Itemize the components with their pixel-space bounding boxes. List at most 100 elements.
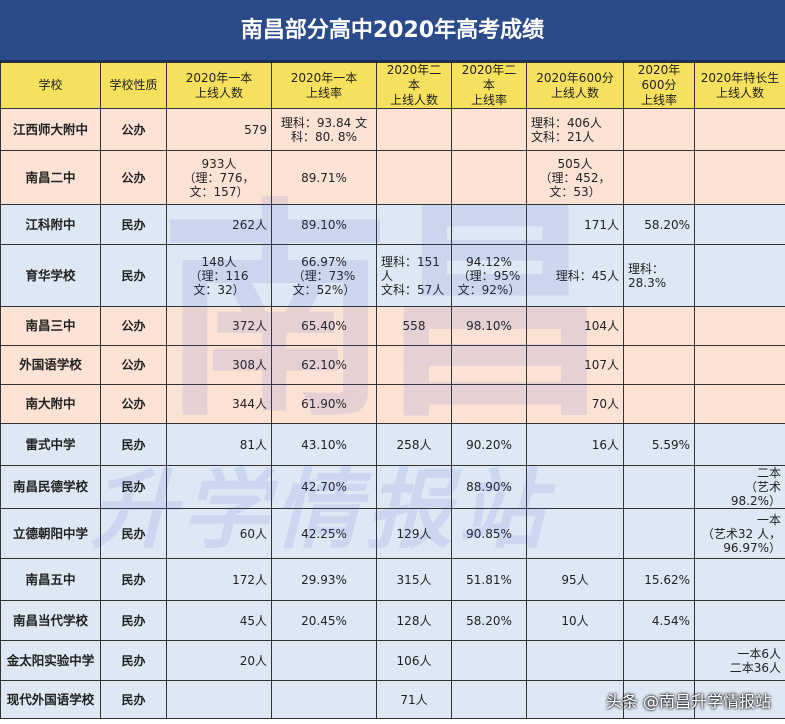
cell-line: 10人 <box>561 613 589 628</box>
column-header-5: 2020年二本 上线率 <box>451 62 527 109</box>
table-row: 金太阳实验中学 民办 20人 106人 一本6人 二本36人 <box>0 640 785 681</box>
data-cell: 129人 <box>376 508 452 559</box>
cell-line: 理科：93.84 文 <box>280 115 368 130</box>
cell-line: 42.70% <box>301 480 347 494</box>
table-row: 江西师大附中 公办 579 理科：93.84 文科：80. 8% 理科：406人 文科：2… <box>0 108 785 151</box>
data-cell: 88.90% <box>451 465 527 509</box>
table-row: 现代外国语学校 民办 71人 <box>0 680 785 719</box>
data-cell <box>623 680 695 719</box>
school-type: 民办 <box>100 465 167 509</box>
cell-line: 96.97%） <box>723 540 781 555</box>
data-cell: 128人 <box>376 600 452 641</box>
cell-line: 理科：45人 <box>555 268 619 283</box>
cell-line: 90.85% <box>466 526 512 541</box>
school-type: 公办 <box>100 345 167 385</box>
cell-line: 60人 <box>239 526 267 541</box>
table-row: 南昌三中 公办 372人 65.40% 558 98.10% 104人 <box>0 306 785 346</box>
data-cell <box>451 150 527 205</box>
data-cell: 90.20% <box>451 423 527 466</box>
data-cell <box>526 640 624 681</box>
data-cell: 372人 <box>166 306 272 346</box>
data-cell: 43.10% <box>271 423 377 466</box>
column-header-line: 上线率 <box>640 93 677 107</box>
cell-line: 89.10% <box>301 217 347 232</box>
data-cell <box>623 465 695 509</box>
cell-line: （理：776， <box>183 170 255 185</box>
data-cell: 51.81% <box>451 558 527 601</box>
column-header-line: 上线人数 <box>715 85 764 100</box>
table-row: 南昌民德学校 民办 42.70% 88.90% 二本 （艺术 98.2%） <box>0 465 785 509</box>
data-cell <box>376 108 452 151</box>
column-header-4: 2020年二本 上线人数 <box>376 62 452 109</box>
data-cell <box>623 150 695 205</box>
cell-line: 15.62% <box>644 572 690 587</box>
data-cell <box>694 306 785 346</box>
data-cell: 一本 （艺术32 人， 96.97%） <box>694 508 785 559</box>
data-cell <box>451 108 527 151</box>
data-cell: 4.54% <box>623 600 695 641</box>
cell-line: （艺术32 人， <box>701 526 781 541</box>
cell-line: 20.45% <box>301 613 347 628</box>
data-cell <box>694 423 785 466</box>
school-name: 南大附中 <box>0 384 101 424</box>
column-header-line: 2020年600分 <box>637 63 681 93</box>
cell-line: 文：52%） <box>292 282 356 297</box>
cell-line: 94.12% <box>466 254 512 269</box>
school-name: 南昌五中 <box>0 558 101 601</box>
school-name: 南昌二中 <box>0 150 101 205</box>
data-cell <box>376 345 452 385</box>
data-cell: 20.45% <box>271 600 377 641</box>
cell-line: 70人 <box>591 397 619 411</box>
data-cell: 16人 <box>526 423 624 466</box>
data-cell <box>451 680 527 719</box>
data-cell: 107人 <box>526 345 624 385</box>
cell-line: 148人 <box>201 254 237 269</box>
cell-line: 61.90% <box>301 397 347 411</box>
data-cell: 579 <box>166 108 272 151</box>
data-cell: 58.20% <box>623 204 695 245</box>
data-cell: 理科：45人 <box>526 244 624 307</box>
cell-line: 95人 <box>561 572 589 587</box>
cell-line: 104人 <box>584 319 619 333</box>
cell-line: 129人 <box>396 526 432 541</box>
column-header-6: 2020年600分 上线人数 <box>526 62 624 109</box>
data-cell: 29.93% <box>271 558 377 601</box>
cell-line: 98.10% <box>466 319 512 333</box>
page-title: 南昌部分高中2020年高考成绩 <box>0 0 785 62</box>
data-cell <box>694 600 785 641</box>
cell-line: 505人 <box>557 156 593 171</box>
column-header-line: 2020年二本 <box>386 63 442 93</box>
cell-line: （理：116 <box>189 268 249 283</box>
cell-line: 理科：28.3% <box>628 261 667 290</box>
data-cell: 308人 <box>166 345 272 385</box>
data-cell <box>166 680 272 719</box>
cell-line: 二本 <box>756 466 781 481</box>
data-cell <box>623 345 695 385</box>
cell-line: 一本6人 <box>737 646 781 661</box>
school-name: 雷式中学 <box>0 423 101 466</box>
cell-line: 81人 <box>239 437 267 452</box>
cell-line: 171人 <box>584 217 619 232</box>
table-row: 南昌当代学校 民办 45人 20.45% 128人 58.20% 10人 4.54% <box>0 600 785 641</box>
cell-line: 文：157） <box>189 184 249 199</box>
school-type: 民办 <box>100 204 167 245</box>
data-cell: 90.85% <box>451 508 527 559</box>
school-name: 立德朝阳中学 <box>0 508 101 559</box>
data-cell: 344人 <box>166 384 272 424</box>
data-cell: 70人 <box>526 384 624 424</box>
table-row: 南昌二中 公办 933人 （理：776， 文：157） 89.71% 505人 （理：452，… <box>0 150 785 205</box>
data-cell: 89.10% <box>271 204 377 245</box>
column-header-7: 2020年600分 上线率 <box>623 62 695 109</box>
table-row: 南昌五中 民办 172人 29.93% 315人 51.81% 95人 15.62% <box>0 558 785 601</box>
table-row: 育华学校 民办 148人 （理：116 文：32） 66.97% （理：73% 文：52%）理… <box>0 244 785 307</box>
cell-line: 16人 <box>591 437 619 452</box>
column-header-line: 学校 <box>38 78 63 92</box>
column-header-line: 上线人数 <box>550 85 599 100</box>
school-name: 外国语学校 <box>0 345 101 385</box>
cell-line: 344人 <box>232 397 267 411</box>
data-cell: 理科：93.84 文科：80. 8% <box>271 108 377 151</box>
cell-line: 文：53） <box>549 184 601 199</box>
data-cell <box>451 345 527 385</box>
cell-line: 315人 <box>396 572 432 587</box>
